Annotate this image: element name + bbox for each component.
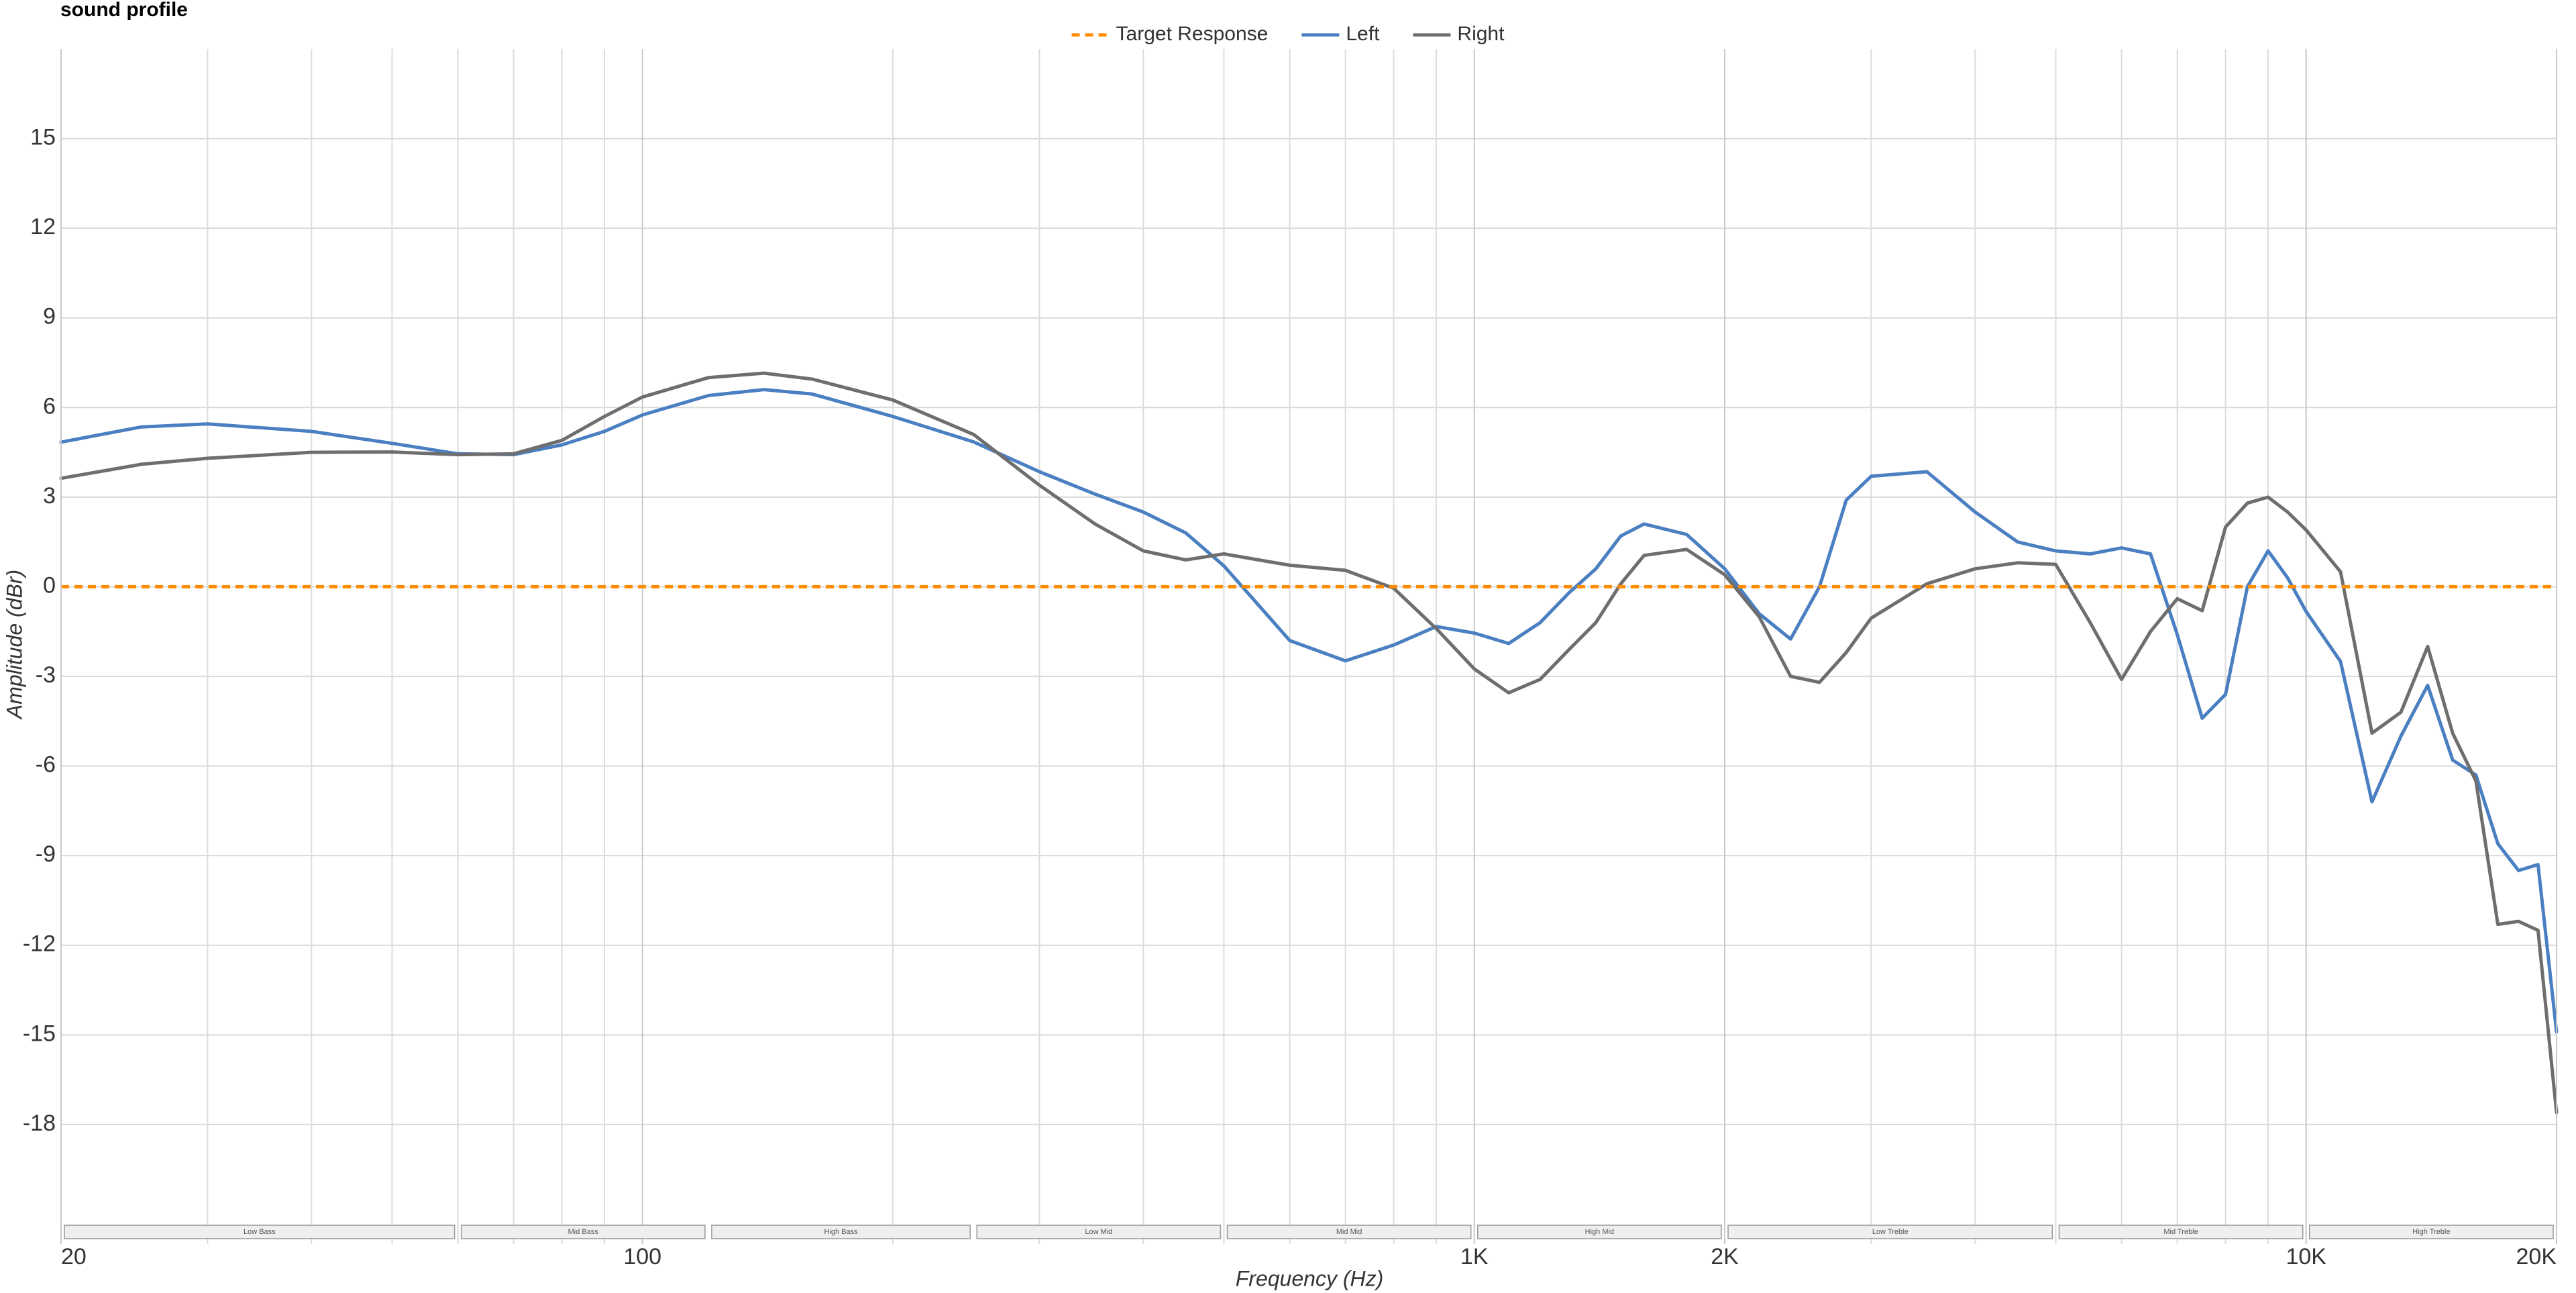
band-box <box>460 1225 706 1239</box>
legend-label: Left <box>1346 23 1380 45</box>
y-tick-label: 12 <box>30 214 56 240</box>
y-tick-label: 15 <box>30 125 56 150</box>
band-box <box>2308 1225 2554 1239</box>
y-tick-label: 9 <box>43 304 56 329</box>
y-tick-label: -9 <box>36 841 56 867</box>
y-tick-label: 3 <box>43 483 56 509</box>
band-label: Low Mid <box>1085 1228 1112 1236</box>
x-tick-label: 20K <box>2516 1244 2557 1270</box>
y-tick-label: -12 <box>23 931 56 957</box>
y-tick-label: 6 <box>43 393 56 419</box>
x-tick-label: 10K <box>2286 1244 2326 1270</box>
band-label: Low Bass <box>244 1228 276 1236</box>
y-tick-label: -15 <box>23 1021 56 1046</box>
legend: Target Response Left Right <box>1071 23 1505 45</box>
y-tick-label: 0 <box>43 572 56 598</box>
band-label: Mid Mid <box>1336 1228 1362 1236</box>
band-label: High Bass <box>824 1228 858 1236</box>
band-label: Mid Treble <box>2163 1228 2198 1236</box>
chart-title: sound profile <box>60 0 188 21</box>
x-tick-label: 20 <box>61 1244 87 1270</box>
legend-label: Target Response <box>1116 23 1269 45</box>
band-box <box>1727 1225 2053 1239</box>
x-tick-label: 1K <box>1460 1244 1489 1270</box>
y-axis-label: Amplitude (dBr) <box>2 570 26 720</box>
band-box <box>64 1225 455 1239</box>
x-axis-label: Frequency (Hz) <box>1236 1266 1384 1290</box>
x-tick-label: 2K <box>1711 1244 1739 1270</box>
series-line <box>59 371 2559 1115</box>
band-box <box>1477 1225 1722 1239</box>
band-box <box>2058 1225 2304 1239</box>
band-box <box>976 1225 1222 1239</box>
band-label: Low Treble <box>1872 1228 1909 1236</box>
band-label: High Treble <box>2412 1228 2450 1236</box>
band-label: Mid Bass <box>568 1228 599 1236</box>
y-tick-label: -6 <box>36 752 56 778</box>
series-line <box>59 388 2559 1034</box>
band-box <box>1226 1225 1472 1239</box>
band-box <box>711 1225 971 1239</box>
y-tick-label: -18 <box>23 1110 56 1136</box>
band-label: High Mid <box>1585 1228 1614 1236</box>
y-tick-label: -3 <box>36 662 56 688</box>
legend-label: Right <box>1457 23 1505 45</box>
x-tick-label: 100 <box>623 1244 661 1270</box>
